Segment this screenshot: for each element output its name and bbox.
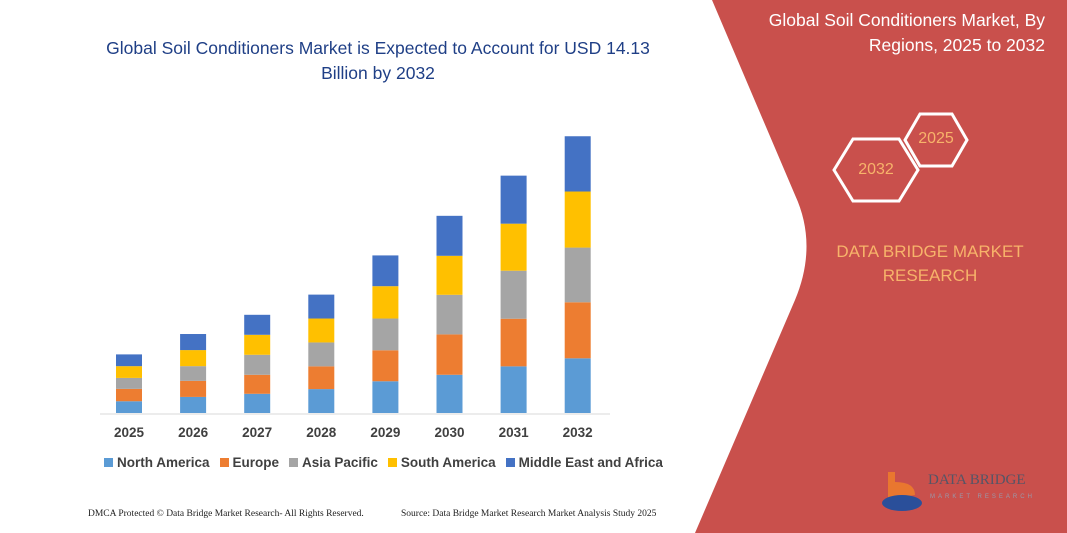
bar-segment [436, 334, 463, 375]
bar-segment [308, 389, 335, 413]
bar-segment [436, 294, 463, 335]
bar-segment [244, 314, 271, 335]
bar-segment [244, 354, 271, 375]
x-tick-label: 2030 [434, 425, 465, 440]
bar-segment [244, 374, 271, 394]
x-tick-label: 2025 [113, 425, 145, 440]
bar-segment [500, 270, 527, 319]
logo-icon [882, 472, 922, 511]
legend-swatch [104, 458, 113, 467]
bar-segment [564, 247, 591, 303]
bar-segment [308, 342, 335, 367]
bar-segment [372, 381, 399, 413]
side-panel [695, 0, 1067, 533]
bar-segment [116, 354, 142, 367]
bar-segment [564, 136, 591, 192]
legend-item: Middle East and Africa [505, 455, 663, 470]
bar-segment [436, 374, 463, 413]
bar-segment [180, 334, 207, 351]
bar-segment [308, 318, 335, 343]
legend-swatch [505, 458, 515, 467]
bars [116, 136, 591, 413]
bar-segment [244, 334, 271, 355]
legend-label: Middle East and Africa [518, 455, 663, 470]
legend-swatch [387, 458, 397, 467]
legend-label: North America [117, 455, 210, 470]
bar-segment [500, 175, 527, 224]
bar-segment [500, 223, 527, 271]
chart-title: Global Soil Conditioners Market is Expec… [106, 38, 650, 83]
legend-swatch [219, 458, 229, 467]
x-tick-label: 2032 [562, 425, 593, 440]
bar-segment [372, 350, 399, 382]
bar-segment [436, 255, 463, 295]
bar-segment [244, 393, 271, 413]
legend-label: South America [400, 455, 496, 470]
bar-segment [116, 377, 142, 389]
bar-segment [372, 318, 399, 351]
legend-item: Asia Pacific [289, 455, 378, 470]
side-panel-title: Global Soil Conditioners Market, By Regi… [768, 10, 1045, 55]
bar-segment [564, 302, 591, 359]
bar-segment [372, 255, 399, 287]
bar-segment [308, 294, 335, 319]
bar-segment [564, 358, 591, 413]
bar-segment [116, 388, 142, 402]
hex-label-2025: 2025 [918, 130, 954, 147]
brand-text: DATA BRIDGE MARKET RESEARCH [836, 242, 1024, 285]
bar-segment [500, 318, 527, 367]
x-tick-label: 2031 [498, 425, 529, 440]
x-tick-label: 2028 [306, 425, 337, 440]
logo-subtext: MARKET RESEARCH [930, 494, 1035, 500]
footer-copyright: DMCA Protected © Data Bridge Market Rese… [88, 509, 364, 519]
footer-source: Source: Data Bridge Market Research Mark… [401, 509, 657, 519]
legend: North America Europe Asia Pacific South … [104, 455, 663, 470]
bar-segment [180, 366, 207, 381]
bar-segment [180, 350, 207, 367]
bar-segment [436, 215, 463, 256]
bar-segment [116, 366, 142, 378]
bar-segment [500, 366, 527, 413]
legend-label: Asia Pacific [302, 455, 378, 470]
logo-text: DATA BRIDGE [928, 472, 1026, 488]
legend-label: Europe [232, 455, 280, 470]
legend-item: South America [387, 455, 496, 470]
legend-item: Europe [219, 455, 280, 470]
x-tick-label: 2026 [178, 425, 209, 440]
legend-swatch [289, 458, 299, 467]
bar-segment [308, 366, 335, 390]
bar-segment [116, 401, 142, 413]
legend-item: North America [104, 455, 210, 470]
bar-segment [372, 286, 399, 319]
bar-segment [564, 191, 591, 248]
bar-segment [180, 396, 207, 413]
hex-label-2032: 2032 [858, 161, 894, 178]
bar-segment [180, 380, 207, 397]
hexagon-2025 [903, 112, 969, 168]
x-tick-label: 2029 [370, 425, 401, 440]
x-tick-label: 2027 [242, 425, 273, 440]
hexagon-2032 [832, 137, 920, 203]
